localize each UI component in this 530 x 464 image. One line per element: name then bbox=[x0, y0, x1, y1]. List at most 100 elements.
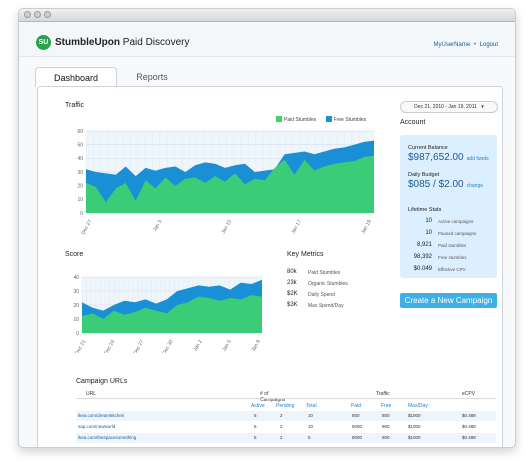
col-header-url: URL bbox=[86, 391, 97, 397]
subheader-pending[interactable]: Pending bbox=[276, 403, 295, 409]
close-window-icon[interactable] bbox=[24, 11, 31, 18]
create-campaign-button[interactable]: Create a New Campaign bbox=[400, 293, 497, 308]
traffic-chart[interactable]: 0 10 20 30 40 50 60 Dec 27 Jan 3 Jan 10 Jan 17 Jan … bbox=[56, 123, 376, 241]
titlebar bbox=[19, 9, 515, 22]
table-cell: $1000 bbox=[408, 413, 421, 418]
campaign-url-link[interactable]: ikea.com/thespacesomething bbox=[78, 435, 137, 440]
table-cell: 10 bbox=[308, 413, 314, 418]
stat-value: $0.049 bbox=[413, 266, 432, 272]
table-cell: 900 bbox=[382, 435, 390, 440]
y-tick-label: 40 bbox=[77, 156, 83, 162]
stat-value: 10 bbox=[425, 230, 432, 236]
col-header-traffic: Traffic bbox=[376, 391, 390, 397]
stat-label: Free stumbles bbox=[438, 255, 467, 260]
subheader-maxday[interactable]: Max/Day bbox=[408, 403, 428, 409]
change-budget-link[interactable]: change bbox=[466, 183, 484, 189]
account-panel: Current Balance $987,652.00 add funds Dai… bbox=[400, 135, 497, 278]
x-tick-label: Jan 17 bbox=[290, 219, 303, 235]
brand-name: StumbleUpon bbox=[55, 37, 120, 48]
campaign-url-link[interactable]: sap.com/newworld bbox=[78, 424, 116, 429]
table-cell: $1000 bbox=[408, 424, 421, 429]
metric-label: Max Spend/Day bbox=[308, 303, 344, 309]
metric-value: 80k bbox=[287, 269, 297, 275]
table-row[interactable] bbox=[76, 433, 496, 443]
stat-label: Paid stumbles bbox=[438, 243, 467, 248]
y-tick-label: 40 bbox=[73, 275, 79, 281]
current-balance-label: Current Balance bbox=[408, 145, 448, 151]
legend-free-label: Free Stumbles bbox=[333, 117, 367, 123]
table-cell: 2 bbox=[280, 413, 283, 418]
account-title: Account bbox=[400, 119, 426, 126]
lifetime-stats-label: Lifetime Stats bbox=[408, 207, 442, 213]
brand-product: Paid Discovery bbox=[120, 37, 190, 48]
legend-paid-label: Paid Stumbles bbox=[284, 117, 317, 123]
stat-label: Active campaigns bbox=[438, 219, 474, 224]
x-tick-label: Jan 5 bbox=[222, 339, 233, 353]
x-tick-label: Jan 3 bbox=[152, 219, 163, 233]
table-cell: 10 bbox=[308, 424, 314, 429]
metric-label: Organic Stumbles bbox=[308, 281, 348, 287]
separator: • bbox=[473, 42, 476, 48]
tab-reports[interactable]: Reports bbox=[136, 72, 168, 82]
table-cell: 900 bbox=[382, 424, 390, 429]
traffic-title: Traffic bbox=[65, 102, 85, 109]
stat-value: 10 bbox=[425, 218, 432, 224]
table-cell: 800 bbox=[382, 413, 390, 418]
tab-dashboard[interactable]: Dashboard bbox=[35, 67, 117, 87]
stat-value: 8,921 bbox=[416, 242, 432, 248]
subheader-total[interactable]: Total bbox=[306, 403, 317, 409]
y-tick-label: 50 bbox=[77, 142, 83, 148]
dashboard-panel: Traffic Dec 21, 2010 - Jan 19, 2011 ▾ Pa… bbox=[37, 86, 503, 447]
maximize-window-icon[interactable] bbox=[44, 11, 51, 18]
table-cell: 5 bbox=[254, 435, 257, 440]
user-links: MyUserName • Logout bbox=[434, 42, 498, 48]
legend-free-swatch bbox=[325, 116, 332, 122]
daily-budget-amount: $085 / $2.00 bbox=[408, 179, 464, 190]
y-tick-label: 10 bbox=[77, 197, 83, 203]
col-header-ecpv: eCPV bbox=[462, 391, 476, 397]
y-tick-label: 20 bbox=[77, 183, 83, 189]
score-chart[interactable]: 0 10 20 30 40 Dec 21 Dec 24 Dec 27 Dec 30 Jan 2 Ja… bbox=[56, 263, 266, 353]
username-link[interactable]: MyUserName bbox=[433, 42, 471, 48]
brand-title: StumbleUpon Paid Discovery bbox=[55, 37, 189, 48]
y-tick-label: 20 bbox=[73, 303, 79, 309]
stat-label: Paused campaigns bbox=[438, 231, 477, 236]
legend-paid-swatch bbox=[276, 116, 282, 122]
metric-value: $2K bbox=[287, 291, 298, 297]
x-tick-label: Jan 19 bbox=[360, 219, 373, 235]
daily-budget-value: $085 / $2.00 change bbox=[408, 179, 483, 190]
stat-value: 98,392 bbox=[413, 254, 432, 260]
y-tick-label: 0 bbox=[80, 211, 83, 217]
add-funds-link[interactable]: add funds bbox=[466, 156, 489, 162]
col-header-campaigns: # of Campaigns bbox=[260, 391, 286, 403]
subheader-free[interactable]: Free bbox=[381, 403, 392, 409]
key-metrics-title: Key Metrics bbox=[287, 251, 324, 258]
table-cell: 5 bbox=[254, 424, 257, 429]
y-tick-label: 60 bbox=[77, 129, 83, 135]
x-tick-label: Dec 21 bbox=[74, 339, 87, 353]
paid-series-area bbox=[86, 155, 374, 213]
divider bbox=[76, 398, 496, 399]
browser-window: SU StumbleUpon Paid Discovery MyUserName… bbox=[18, 8, 516, 448]
y-tick-label: 0 bbox=[76, 331, 79, 337]
date-range-picker[interactable]: Dec 21, 2010 - Jan 19, 2011 ▾ bbox=[400, 101, 498, 113]
campaign-url-link[interactable]: ikea.com/dreamkitchen bbox=[78, 413, 125, 418]
current-balance-value: $987,652.00 add funds bbox=[408, 152, 489, 163]
table-row[interactable] bbox=[76, 411, 496, 421]
campaign-urls-title: Campaign URLs bbox=[76, 378, 128, 385]
score-title: Score bbox=[65, 251, 84, 258]
paid-series-area bbox=[82, 295, 262, 333]
chevron-down-icon: ▾ bbox=[481, 104, 484, 110]
x-tick-label: Dec 24 bbox=[103, 339, 116, 353]
daily-budget-label: Daily Budget bbox=[408, 172, 440, 178]
minimize-window-icon[interactable] bbox=[34, 11, 41, 18]
logout-link[interactable]: Logout bbox=[479, 42, 498, 48]
traffic-legend: Paid Stumbles Free Stumbles bbox=[276, 116, 366, 123]
stumbleupon-logo-icon[interactable]: SU bbox=[36, 35, 51, 50]
subheader-paid[interactable]: Paid bbox=[351, 403, 362, 409]
subheader-active[interactable]: Active bbox=[251, 403, 265, 409]
current-balance-amount: $987,652.00 bbox=[408, 152, 464, 163]
table-row[interactable] bbox=[76, 422, 496, 432]
y-tick-label: 10 bbox=[73, 317, 79, 323]
table-cell: $1000 bbox=[408, 435, 421, 440]
